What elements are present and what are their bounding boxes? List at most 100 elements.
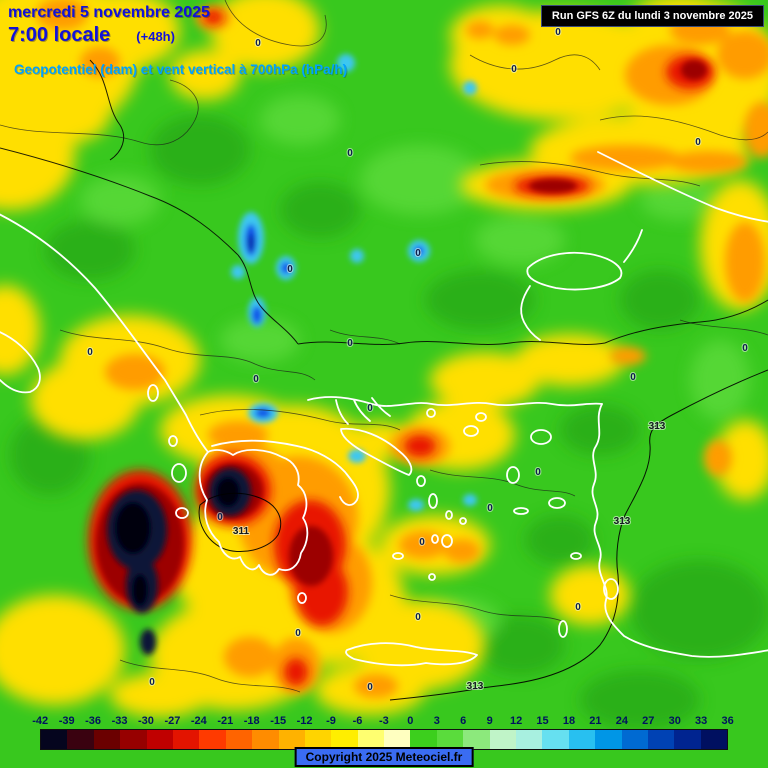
island-cephalonia xyxy=(171,463,187,483)
island-kos xyxy=(570,552,582,560)
euboea-coast xyxy=(340,427,413,476)
island-skyros xyxy=(416,475,426,487)
contour-label-0: 0 xyxy=(367,403,373,414)
legend-color-cell xyxy=(146,730,173,749)
island-lefkada xyxy=(168,435,178,447)
contour-label-0: 0 xyxy=(255,38,261,49)
legend-tick-label: -12 xyxy=(296,715,313,727)
legend-colorbar xyxy=(40,729,728,750)
legend-color-cell xyxy=(331,730,358,749)
legend-tick-label: -27 xyxy=(164,715,181,727)
green-texture xyxy=(10,95,768,730)
island-kythira xyxy=(297,592,307,604)
coastlines xyxy=(0,151,768,667)
peloponnese-coast xyxy=(198,449,309,576)
legend-color-cell xyxy=(93,730,121,749)
legend-color-cell xyxy=(410,730,437,749)
gulf-of-corinth-attica-coast xyxy=(211,439,359,506)
legend-color-cell xyxy=(647,730,675,749)
island-naxos xyxy=(441,534,453,548)
legend-tick-label: 15 xyxy=(536,715,549,727)
legend-color-cell xyxy=(436,730,464,749)
island-santorini xyxy=(428,573,436,581)
island-paros xyxy=(431,534,439,544)
legend-color-cell xyxy=(120,730,147,749)
island-limnos xyxy=(463,425,479,437)
island-samos xyxy=(548,497,566,509)
legend-color-cell xyxy=(41,730,68,749)
contour-label-0: 0 xyxy=(511,64,517,75)
legend-color-cell xyxy=(199,730,226,749)
contour-label-0: 0 xyxy=(555,27,561,38)
north-aegean-coast xyxy=(307,396,603,407)
legend-tick-label: -15 xyxy=(270,715,287,727)
legend-tick-label: -6 xyxy=(352,715,363,727)
chalkidiki-finger-2 xyxy=(353,399,371,422)
island-corfu xyxy=(147,384,159,402)
contour-label-0: 0 xyxy=(217,512,223,523)
legend-tick-label: -33 xyxy=(111,715,128,727)
legend-tick-label: 9 xyxy=(486,715,493,727)
legend-color-cell xyxy=(542,730,569,749)
legend-color-cell xyxy=(489,730,517,749)
island-zakynthos xyxy=(175,507,189,519)
island-samothraki xyxy=(475,412,487,422)
contour-label-0: 0 xyxy=(87,347,93,358)
geopotential-label-313: 313 xyxy=(467,681,484,692)
legend-color-cell xyxy=(67,730,94,749)
legend-color-cell xyxy=(463,730,490,749)
legend-color-cell xyxy=(357,730,385,749)
legend-color-cell xyxy=(595,730,622,749)
chalkidiki-finger-1 xyxy=(335,399,349,425)
bosphorus-strait xyxy=(623,229,643,263)
zero-contour-lines xyxy=(0,0,768,693)
legend-color-cell xyxy=(516,730,543,749)
contour-label-0: 0 xyxy=(287,264,293,275)
legend-tick-label: 3 xyxy=(433,715,440,727)
island-chios xyxy=(506,466,520,484)
contour-label-0: 0 xyxy=(253,374,259,385)
legend-tick-row: -42 -39 -36 -33 -30 -27 -24 -21 -18 -15 -12 -9 -6 -3 0… xyxy=(27,715,741,727)
crete-coast xyxy=(345,642,478,667)
legend-tick-label: -39 xyxy=(58,715,75,727)
legend-tick-label: -3 xyxy=(379,715,389,727)
geopotential-label-311: 311 xyxy=(233,526,250,537)
black-sea-coast xyxy=(597,151,768,223)
color-scale-legend: -42 -39 -36 -33 -30 -27 -24 -21 -18 -15 -12 -9 -6 -3 0… xyxy=(32,715,734,750)
legend-tick-label: -21 xyxy=(217,715,234,727)
legend-tick-label: -36 xyxy=(85,715,102,727)
legend-color-cell xyxy=(225,730,253,749)
contour-label-0: 0 xyxy=(347,338,353,349)
contour-label-0: 0 xyxy=(535,467,541,478)
legend-color-cell xyxy=(568,730,596,749)
island-rhodes xyxy=(603,578,619,600)
geopotential-contours xyxy=(198,369,768,701)
legend-tick-label: -42 xyxy=(32,715,49,727)
legend-color-cell xyxy=(304,730,332,749)
legend-tick-label: -9 xyxy=(326,715,336,727)
chalkidiki-finger-3 xyxy=(371,397,391,417)
legend-tick-label: 36 xyxy=(721,715,734,727)
contour-label-0: 0 xyxy=(295,628,301,639)
contour-label-0: 0 xyxy=(415,612,421,623)
legend-tick-label: 24 xyxy=(615,715,628,727)
legend-tick-label: 21 xyxy=(589,715,602,727)
island-andros xyxy=(428,493,438,509)
contour-label-0: 0 xyxy=(415,248,421,259)
extreme-core-field xyxy=(107,468,251,655)
island-milos xyxy=(392,552,404,560)
island-karpathos xyxy=(558,620,568,638)
contour-label-0: 0 xyxy=(487,503,493,514)
geopotential-label-313: 313 xyxy=(649,421,666,432)
legend-tick-label: -18 xyxy=(243,715,260,727)
legend-color-cell xyxy=(700,730,728,749)
copyright-banner: Copyright 2025 Meteociel.fr xyxy=(294,747,474,767)
legend-color-cell xyxy=(384,730,411,749)
island-ikaria xyxy=(513,507,529,515)
legend-color-cell xyxy=(621,730,648,749)
island-thasos xyxy=(426,408,436,418)
island-mykonos xyxy=(459,517,467,525)
legend-tick-label: 27 xyxy=(642,715,655,727)
